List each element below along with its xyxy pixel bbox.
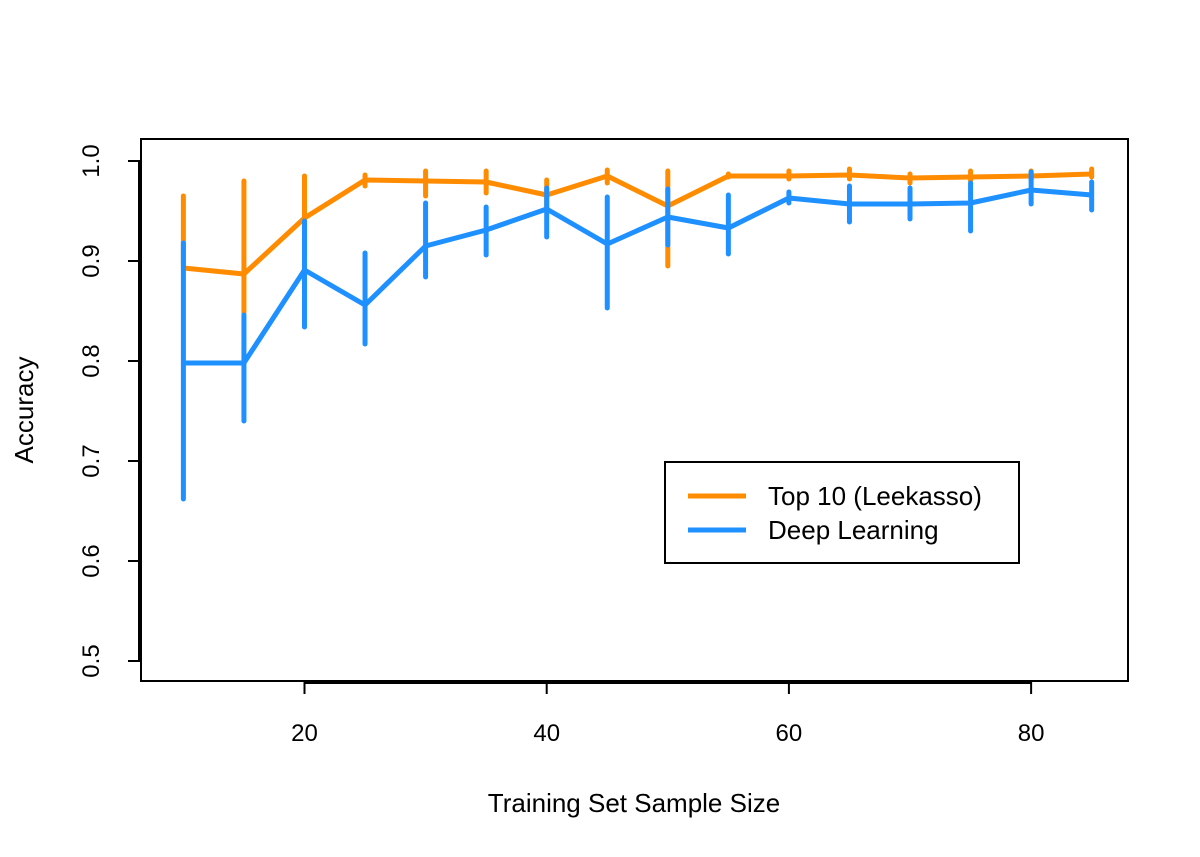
x-axis: 20 40 60 80 (291, 681, 1044, 747)
data-point-leekasso (787, 174, 791, 178)
series-line-deep-learning (183, 187, 1092, 366)
data-point-deep-learning (605, 242, 609, 246)
data-point-deep-learning (545, 207, 549, 211)
data-point-deep-learning (908, 202, 912, 206)
x-tick-label: 40 (533, 720, 560, 747)
data-point-deep-learning (969, 201, 973, 205)
data-point-deep-learning (787, 196, 791, 200)
data-point-leekasso (1090, 172, 1094, 176)
series-line-leekasso (183, 171, 1092, 277)
data-point-deep-learning (1090, 193, 1094, 197)
y-axis: 0.5 0.6 0.7 0.8 0.9 1.0 (78, 144, 141, 678)
data-point-leekasso (908, 176, 912, 180)
legend-label-leekasso: Top 10 (Leekasso) (768, 481, 982, 511)
series-layer (180, 166, 1095, 502)
data-point-leekasso (424, 179, 428, 183)
x-tick-label: 80 (1018, 720, 1045, 747)
data-point-deep-learning (363, 303, 367, 307)
data-point-deep-learning (847, 202, 851, 206)
data-point-deep-learning (726, 226, 730, 230)
y-tick-label: 0.9 (78, 244, 105, 277)
x-tick-label: 60 (776, 720, 803, 747)
y-tick-label: 0.5 (78, 644, 105, 677)
data-point-leekasso (969, 175, 973, 179)
legend-box (664, 461, 1020, 564)
data-point-deep-learning (424, 244, 428, 248)
data-point-leekasso (605, 174, 609, 178)
data-point-leekasso (726, 174, 730, 178)
data-point-deep-learning (1029, 188, 1033, 192)
data-point-deep-learning (666, 215, 670, 219)
plot-frame (140, 138, 1129, 682)
data-point-leekasso (242, 272, 246, 276)
y-tick-label: 1.0 (78, 144, 105, 177)
data-point-deep-learning (302, 268, 306, 272)
x-tick-label: 20 (291, 720, 318, 747)
series-leekasso (180, 166, 1095, 316)
y-tick-label: 0.6 (78, 544, 105, 577)
data-point-leekasso (847, 173, 851, 177)
legend-label-deep-learning: Deep Learning (768, 515, 939, 545)
y-tick-label: 0.7 (78, 444, 105, 477)
y-axis-label: Accuracy (9, 357, 39, 464)
data-point-deep-learning (181, 361, 185, 365)
series-deep-learning (180, 169, 1095, 502)
data-point-deep-learning (484, 228, 488, 232)
x-axis-label: Training Set Sample Size (488, 788, 780, 818)
y-tick-label: 0.8 (78, 344, 105, 377)
data-point-leekasso (484, 180, 488, 184)
data-point-leekasso (363, 178, 367, 182)
legend: Top 10 (Leekasso) Deep Learning (664, 461, 1020, 564)
data-point-deep-learning (242, 361, 246, 365)
